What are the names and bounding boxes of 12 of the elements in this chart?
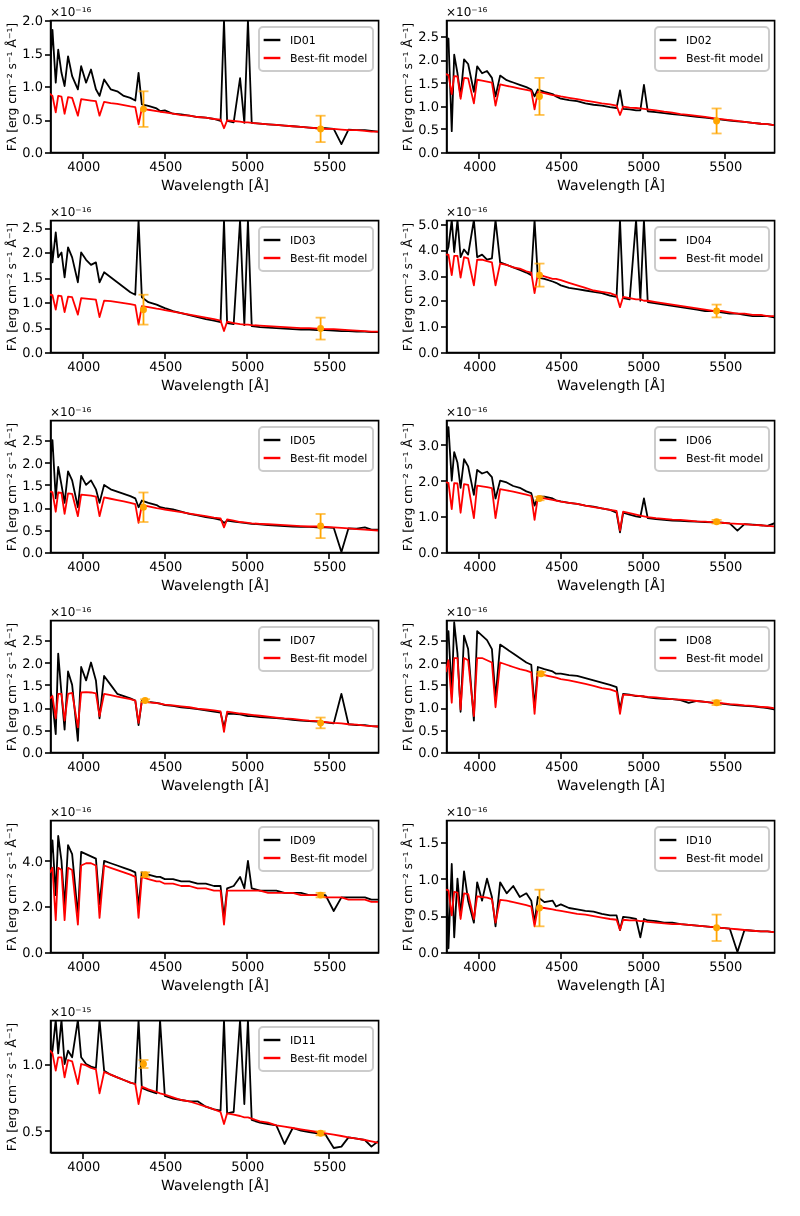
- line-series: [446, 888, 774, 934]
- line-series: [50, 93, 378, 133]
- line-series: [50, 691, 378, 733]
- line-series: [50, 293, 378, 333]
- line-series: [446, 481, 774, 532]
- line-series: [50, 490, 378, 532]
- line-series: [50, 862, 378, 926]
- line-series: [50, 1049, 378, 1144]
- line-series: [50, 1020, 378, 1149]
- line-series: [446, 73, 774, 127]
- line-series: [446, 253, 774, 318]
- line-series: [446, 657, 774, 718]
